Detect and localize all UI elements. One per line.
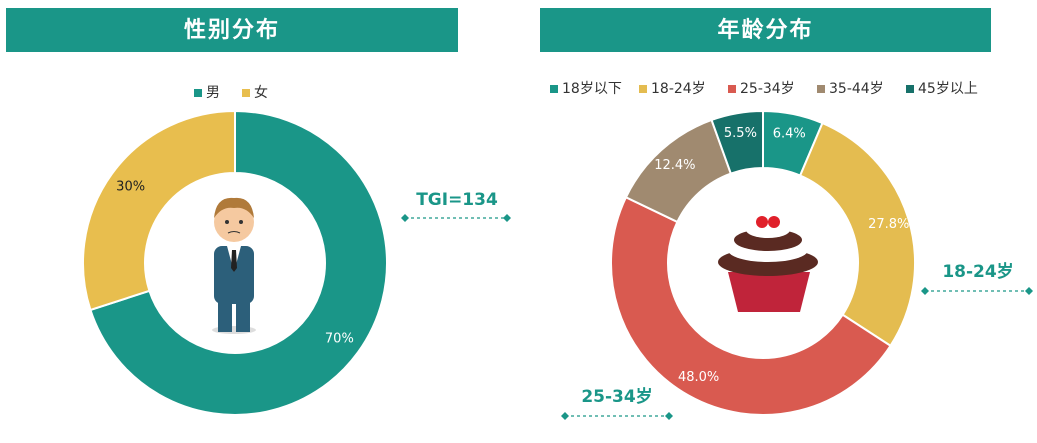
annotation: TGI=134 (416, 190, 498, 210)
annotation-diamond (921, 287, 929, 295)
legend-swatch (817, 85, 825, 93)
header-bar (540, 8, 991, 52)
chart-title: 年龄分布 (717, 17, 813, 43)
person-icon (212, 197, 256, 334)
legend-label: 18-24岁 (651, 81, 706, 97)
slice (710, 109, 764, 175)
legend-swatch (639, 85, 647, 93)
chart: 性别分布 70% 男 30% 女 TGI=134 (6, 8, 511, 416)
legend-label: 45岁以上 (918, 81, 978, 97)
annotation-diamond (561, 412, 569, 420)
slice (610, 195, 892, 416)
legend-label: 18岁以下 (562, 81, 622, 97)
slice (89, 109, 388, 416)
header-bar (6, 8, 458, 52)
annotation-diamond (503, 214, 511, 222)
annotation-diamond (1025, 287, 1033, 295)
annotation-diamond (665, 412, 673, 420)
annotation: 18-24岁 (942, 261, 1013, 282)
legend-label: 男 (206, 85, 220, 101)
chart-title: 性别分布 (184, 17, 280, 43)
legend-swatch (194, 89, 202, 97)
value-label: 6.4% (773, 127, 806, 142)
legend-swatch (242, 89, 250, 97)
value-label: 70% (325, 331, 354, 346)
slice (82, 109, 236, 312)
legend-swatch (728, 85, 736, 93)
value-label: 5.5% (724, 126, 757, 141)
slice (798, 121, 916, 348)
value-label: 12.4% (654, 158, 695, 173)
cupcake-icon (718, 216, 818, 312)
legend-label: 女 (254, 84, 268, 101)
legend-label: 35-44岁 (829, 81, 884, 97)
annotation-diamond (401, 214, 409, 222)
legend-swatch (550, 85, 558, 93)
legend-swatch (906, 85, 914, 93)
value-label: 27.8% (868, 217, 909, 232)
legend-label: 25-34岁 (740, 81, 795, 97)
annotation: 25-34岁 (581, 386, 652, 407)
value-label: 48.0% (678, 370, 719, 385)
chart: 年龄分布 6.4% 18岁以下 27.8% 18-24岁 48.0% 25-34岁 12.4%… (540, 8, 1033, 420)
value-label: 30% (116, 180, 145, 195)
